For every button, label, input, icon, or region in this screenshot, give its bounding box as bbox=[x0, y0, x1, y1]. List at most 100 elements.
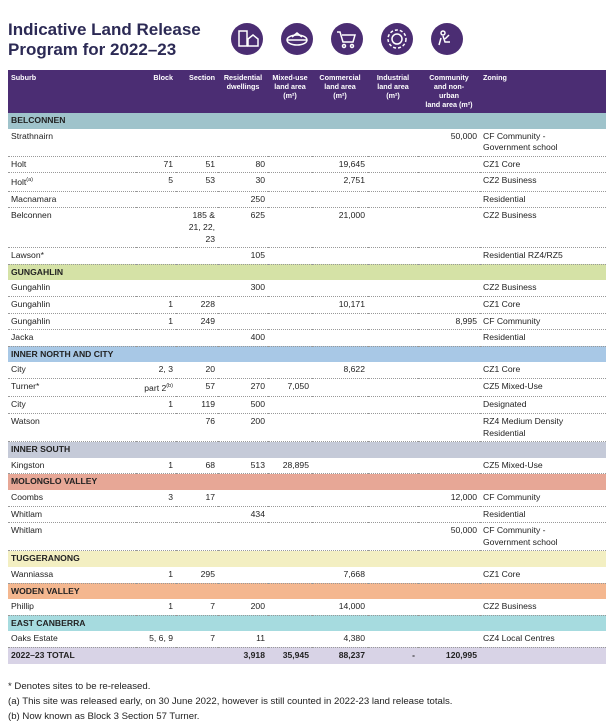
cell-block: 1 bbox=[136, 396, 176, 414]
cell-mixed bbox=[268, 413, 312, 443]
cell-text: CF Community - Government school bbox=[483, 525, 558, 547]
icon-community bbox=[431, 23, 463, 55]
cell-block: 1 bbox=[136, 599, 176, 616]
total-row: 2022–23 TOTAL 3,918 35,945 88,237 - 120,995 bbox=[8, 647, 606, 664]
cell-section bbox=[176, 191, 218, 209]
cell-block: 1 bbox=[136, 457, 176, 475]
column-header: Industrial land area (m²) bbox=[368, 70, 418, 113]
cell-text: 1 bbox=[168, 315, 173, 326]
cell-commercial: 21,000 bbox=[312, 207, 368, 249]
cell-section: 76 bbox=[176, 413, 218, 443]
cell-suburb: Kingston bbox=[8, 457, 136, 475]
cell-zoning: CZ4 Local Centres bbox=[480, 631, 606, 648]
cell-suburb: Belconnen bbox=[8, 207, 136, 249]
cell-mixed bbox=[268, 172, 312, 192]
cell-text: 228 bbox=[200, 298, 215, 309]
cell-text: 3,918 bbox=[243, 649, 265, 660]
cell-text: 3 bbox=[168, 491, 173, 502]
release-table: Suburb Block Section Residential dwellings M… bbox=[8, 70, 606, 664]
group-name: TUGGERANONG bbox=[8, 550, 606, 567]
icon-industrial bbox=[381, 23, 413, 55]
cell-commercial bbox=[312, 522, 368, 552]
data-row: Strathnairn 50,000 CF Community - Governme… bbox=[8, 128, 606, 157]
cell-text: Wanniassa bbox=[11, 568, 54, 579]
data-row: Macnamara 250 Residential bbox=[8, 191, 606, 209]
cell-text: CZ4 Local Centres bbox=[483, 633, 555, 644]
cell-mixed bbox=[268, 522, 312, 552]
cell-suburb: City bbox=[8, 396, 136, 414]
cell-dwellings bbox=[218, 128, 268, 157]
column-header: Commercial land area (m²) bbox=[312, 70, 368, 113]
group-name: MOLONGLO VALLEY bbox=[8, 473, 606, 490]
cell-text: CF Community - Government school bbox=[483, 130, 558, 153]
cell-mixed bbox=[268, 631, 312, 648]
cell-zoning: RZ4 Medium Density Residential bbox=[480, 413, 606, 443]
cell-text: 50,000 bbox=[450, 525, 477, 536]
cell-text: 185 & 21, 22, 23 bbox=[188, 210, 215, 244]
cell-text: CF Community bbox=[483, 491, 541, 502]
cell-suburb: Watson bbox=[8, 413, 136, 443]
data-row: Gungahlin 1 228 10,171 CZ1 Core bbox=[8, 296, 606, 314]
group-name: WODEN VALLEY bbox=[8, 583, 606, 600]
cell-block: part 2(b) bbox=[136, 378, 176, 398]
cell-zoning: CZ1 Core bbox=[480, 362, 606, 379]
column-header: Block bbox=[136, 70, 176, 113]
cell-commercial bbox=[312, 457, 368, 475]
cell-industrial bbox=[368, 191, 418, 209]
cell-text: 53 bbox=[205, 175, 215, 186]
group-name: EAST CANBERRA bbox=[8, 615, 606, 632]
cell-dwellings: 625 bbox=[218, 207, 268, 249]
cell-text: 51 bbox=[205, 158, 215, 169]
cell-dwellings: 434 bbox=[218, 506, 268, 524]
cell-section bbox=[176, 506, 218, 524]
cell-text: Gungahlin bbox=[11, 282, 51, 293]
cell-mixed bbox=[268, 128, 312, 157]
cell-zoning: CZ1 Core bbox=[480, 156, 606, 174]
cell-text: 1 bbox=[168, 568, 173, 579]
cell-dwellings: 513 bbox=[218, 457, 268, 475]
cell-text: CZ1 Core bbox=[483, 364, 521, 375]
data-row: Oaks Estate 5, 6, 9 7 11 4,380 CZ4 Local Cent… bbox=[8, 631, 606, 648]
cell-zoning: Residential bbox=[480, 506, 606, 524]
cell-block: 1 bbox=[136, 566, 176, 584]
data-row: Turner* part 2(b) 57 270 7,050 CZ5 Mixed-Use bbox=[8, 378, 606, 398]
cell-community: 50,000 bbox=[418, 128, 480, 157]
cell-commercial: 8,622 bbox=[312, 362, 368, 379]
cell-text: CZ1 Core bbox=[483, 568, 521, 579]
cell-industrial: - bbox=[368, 647, 418, 664]
cell-text: 88,237 bbox=[338, 649, 365, 660]
cell-text: City bbox=[11, 399, 26, 410]
cell-zoning: CZ2 Business bbox=[480, 599, 606, 616]
cell-mixed bbox=[268, 156, 312, 174]
cell-text: 28,895 bbox=[282, 459, 309, 470]
footnote: (a) This site was released early, on 30 … bbox=[8, 696, 453, 707]
cell-dwellings: 200 bbox=[218, 599, 268, 616]
cell-text: Whitlam bbox=[11, 525, 43, 536]
cell-industrial bbox=[368, 247, 418, 265]
cell-text: 7,050 bbox=[287, 380, 309, 391]
cell-text: Gungahlin bbox=[11, 298, 51, 309]
cell-block bbox=[136, 128, 176, 157]
cell-commercial bbox=[312, 313, 368, 331]
cell-text: Coombs bbox=[11, 491, 43, 502]
cell-community bbox=[418, 599, 480, 616]
header-row: Suburb Block Section Residential dwellings M… bbox=[8, 70, 606, 113]
cell-suburb: Whitlam bbox=[8, 506, 136, 524]
group-row: WODEN VALLEY bbox=[8, 583, 606, 600]
cell-community: 50,000 bbox=[418, 522, 480, 552]
cell-text: - bbox=[412, 649, 415, 660]
table-body: BELCONNEN Strathnairn 50,000 CF Community -… bbox=[8, 113, 606, 664]
cell-section: 51 bbox=[176, 156, 218, 174]
cell-text: Kingston bbox=[11, 459, 45, 470]
cell-suburb: Gungahlin bbox=[8, 313, 136, 331]
cell-section: 228 bbox=[176, 296, 218, 314]
column-header: Suburb bbox=[8, 70, 136, 113]
cell-dwellings: 11 bbox=[218, 631, 268, 648]
cell-commercial bbox=[312, 329, 368, 347]
cell-text: Oaks Estate bbox=[11, 633, 58, 644]
cell-community bbox=[418, 329, 480, 347]
data-row: Holt 71 51 80 19,645 CZ1 Core bbox=[8, 156, 606, 174]
cell-commercial: 4,380 bbox=[312, 631, 368, 648]
cell-text: 35,945 bbox=[282, 649, 309, 660]
